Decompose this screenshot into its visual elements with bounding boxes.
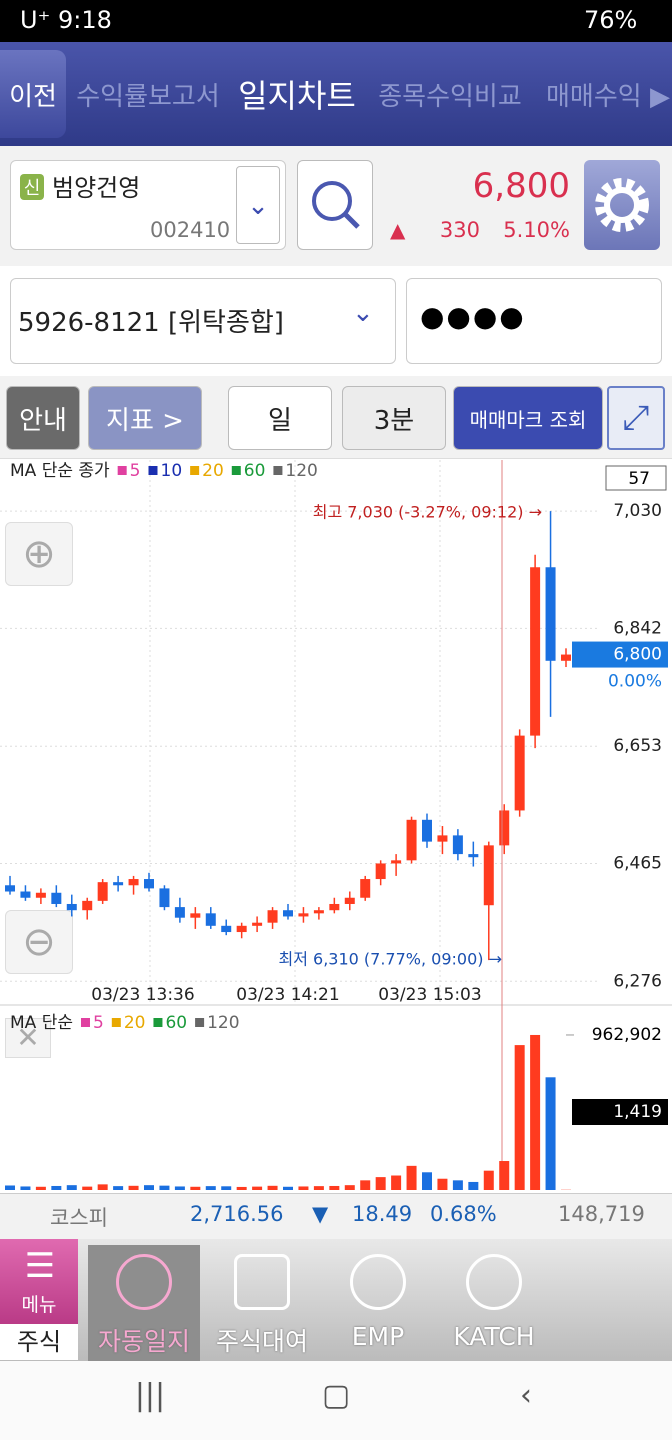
market-arrow: ▼ — [312, 1202, 329, 1226]
chart-area — [0, 458, 672, 1193]
stock-change: 330 — [439, 218, 480, 242]
stock-dropdown[interactable]: ⌄ — [236, 166, 280, 244]
password: ●●●● — [420, 300, 526, 333]
tab[interactable]: 종목수익비교 — [378, 81, 522, 112]
nav-label: 자동일지 — [97, 1327, 190, 1356]
toolbar-button[interactable]: 일 — [228, 386, 332, 450]
back-button[interactable]: 이전 — [0, 50, 66, 138]
toolbar-button[interactable]: 지표 > — [88, 386, 202, 450]
tab[interactable]: 매매수익 ▶ — [546, 81, 670, 112]
market-change: 18.49 — [352, 1202, 413, 1226]
account-number: 5926-8121 [위탁종합] — [18, 308, 284, 338]
tab-bar — [0, 42, 672, 146]
status-bar — [0, 0, 672, 42]
stock-name: 범양건영 — [52, 174, 141, 202]
status-text: U⁺ — [20, 6, 51, 34]
stock-change-pct: 5.10% — [503, 218, 570, 242]
market-pct: 0.68% — [430, 1202, 497, 1226]
market-value: 2,716.56 — [190, 1202, 284, 1226]
nav-back[interactable]: ‹ — [520, 1378, 532, 1413]
change-arrow: ▲ — [390, 218, 406, 242]
nav-label: KATCH — [453, 1322, 535, 1351]
nav-icon — [466, 1254, 522, 1310]
status-battery: 76% — [584, 6, 638, 34]
nav-icon — [116, 1254, 172, 1310]
toolbar-button[interactable]: 안내 — [6, 386, 80, 450]
nav-icon — [350, 1254, 406, 1310]
tab[interactable]: 일지차트 — [238, 77, 356, 115]
menu-button[interactable] — [0, 1239, 78, 1325]
zoom-in[interactable]: ⊕ — [5, 522, 73, 586]
menu-icon: ☰ — [24, 1246, 56, 1286]
nav-icon — [234, 1254, 290, 1310]
market-volume: 148,719 — [558, 1202, 645, 1226]
search-button[interactable] — [297, 160, 373, 250]
toolbar-button[interactable]: 매매마크 조회 — [453, 386, 603, 450]
menu-label: 메뉴 — [21, 1294, 57, 1316]
stock-price: 6,800 — [472, 166, 570, 206]
account-box[interactable] — [10, 278, 396, 364]
nav-label: EMP — [351, 1322, 405, 1351]
zoom-out[interactable]: ⊖ — [5, 910, 73, 974]
toolbar-button[interactable]: 3분 — [342, 386, 446, 450]
menu-sub: 주식 — [0, 1324, 78, 1360]
stock-badge: 신 — [20, 174, 44, 200]
expand-button[interactable]: ⤢ — [607, 386, 665, 450]
account-dropdown: ⌄ — [352, 298, 374, 328]
system-nav — [0, 1361, 672, 1440]
stock-box[interactable] — [10, 160, 286, 250]
nav-home[interactable]: ▢ — [321, 1378, 351, 1413]
gear-icon — [595, 178, 649, 232]
status-time: 9:18 — [58, 6, 112, 34]
nav-recent[interactable]: ||| — [134, 1378, 166, 1413]
close-indicator[interactable]: ✕ — [5, 1018, 51, 1058]
nav-label: 주식대여 — [215, 1327, 308, 1356]
settings-button[interactable] — [584, 160, 660, 250]
market-bar — [0, 1193, 672, 1239]
tab[interactable]: 수익률보고서 — [76, 81, 220, 112]
search-icon — [312, 181, 360, 229]
password-box[interactable] — [406, 278, 662, 364]
stock-code: 002410 — [150, 218, 231, 242]
market-index: 코스피 — [50, 1206, 108, 1230]
